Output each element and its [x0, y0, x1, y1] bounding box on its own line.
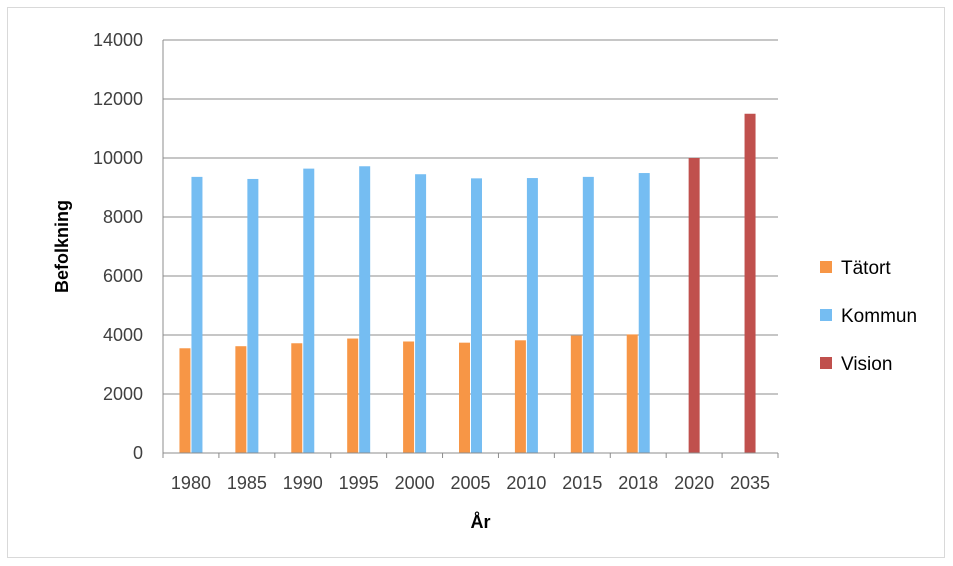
x-tick-label: 2020 — [674, 473, 714, 493]
x-tick-label: 1980 — [171, 473, 211, 493]
x-tick-label: 2035 — [730, 473, 770, 493]
bar-tätort-2018 — [626, 334, 638, 453]
y-tick-label: 12000 — [93, 89, 143, 109]
x-tick-label: 2010 — [506, 473, 546, 493]
x-tick-label: 1995 — [339, 473, 379, 493]
bar-tätort-1995 — [347, 338, 359, 453]
bar-kommun-2000 — [415, 174, 427, 453]
bar-tätort-2015 — [570, 335, 582, 453]
y-tick-label: 10000 — [93, 148, 143, 168]
bar-kommun-2015 — [582, 176, 594, 453]
legend-swatch-kommun — [820, 309, 832, 321]
y-tick-label: 14000 — [93, 30, 143, 50]
bar-vision-2035 — [744, 113, 756, 453]
y-tick-label: 6000 — [103, 266, 143, 286]
bar-kommun-2018 — [638, 173, 650, 454]
y-axis-title: Befolkning — [52, 200, 72, 293]
gridlines — [163, 39, 778, 395]
legend-swatch-tätort — [820, 261, 832, 273]
legend-swatch-vision — [820, 357, 832, 369]
bar-kommun-1980 — [191, 176, 203, 453]
legend-label-tätort: Tätort — [841, 258, 891, 279]
x-tick-label: 1990 — [283, 473, 323, 493]
y-tick-label: 8000 — [103, 207, 143, 227]
y-axis-ticks: 0 2000 4000 6000 8000 10000 12000 14000 — [93, 30, 143, 463]
x-tick-label: 2015 — [562, 473, 602, 493]
legend: Tätort Kommun Vision — [820, 258, 917, 375]
bar-tätort-2010 — [514, 340, 526, 453]
bar-tätort-1990 — [291, 343, 303, 453]
x-tick-label: 2018 — [618, 473, 658, 493]
bar-kommun-1995 — [359, 166, 371, 453]
bars — [179, 113, 756, 454]
bar-vision-2020 — [688, 158, 700, 453]
y-tick-label: 4000 — [103, 325, 143, 345]
bar-tätort-2000 — [403, 341, 415, 453]
x-tick-label: 2000 — [395, 473, 435, 493]
bar-tätort-1980 — [179, 348, 191, 453]
bar-kommun-1985 — [247, 178, 259, 453]
x-tick-label: 2005 — [450, 473, 490, 493]
bar-kommun-1990 — [303, 168, 315, 453]
x-tick-label: 1985 — [227, 473, 267, 493]
bar-kommun-2005 — [471, 178, 482, 454]
legend-label-kommun: Kommun — [841, 306, 917, 327]
y-tick-label: 0 — [133, 443, 143, 463]
bar-tätort-1985 — [235, 346, 247, 453]
y-tick-label: 2000 — [103, 384, 143, 404]
x-axis-ticks: 1980 1985 1990 1995 2000 2005 2010 2015 2018 2020… — [162, 453, 779, 493]
legend-label-vision: Vision — [841, 354, 892, 375]
x-axis-title: År — [470, 512, 490, 532]
bar-tätort-2005 — [459, 342, 470, 453]
bar-kommun-2010 — [526, 178, 538, 453]
